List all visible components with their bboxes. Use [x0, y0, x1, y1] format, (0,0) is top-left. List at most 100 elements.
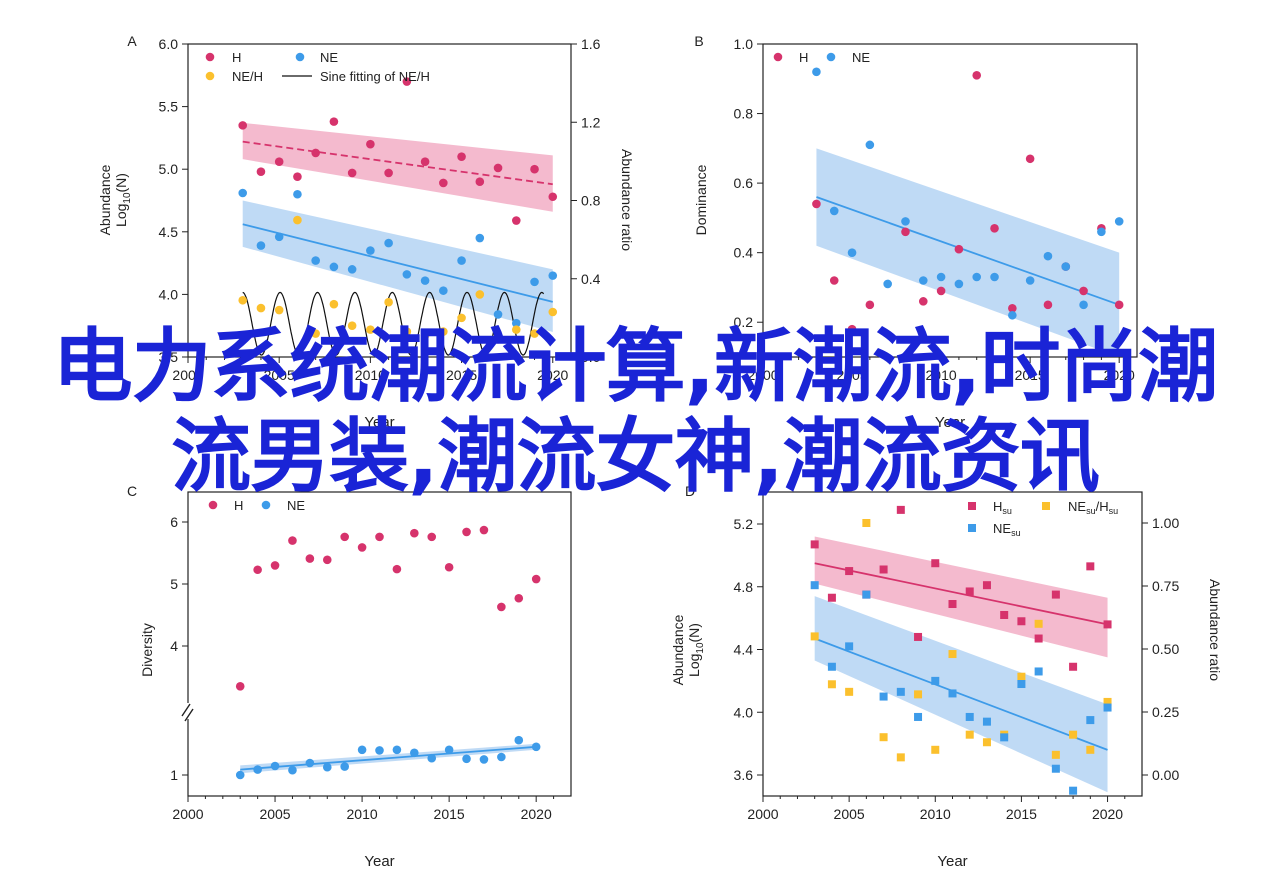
trend-line	[814, 637, 1108, 751]
data-point	[1079, 300, 1088, 310]
data-point	[347, 321, 357, 331]
x-tick-label: 2010	[920, 806, 951, 822]
data-point	[1043, 251, 1053, 261]
legend-marker-h	[968, 502, 976, 510]
panel-b: 2000 2005 2010 2015 2020 Year 0.2 0.4 0.6 0.8 1.0 D…	[693, 33, 1138, 431]
data-point	[1000, 610, 1009, 619]
legend-label-h: Hsu	[993, 499, 1012, 516]
data-point	[288, 536, 297, 545]
data-point	[1079, 286, 1088, 296]
y-tick-label: 3.6	[734, 767, 754, 783]
y2-tick-label: 0.50	[1152, 641, 1179, 657]
y-tick-label: 5.5	[159, 99, 179, 115]
data-point	[1051, 750, 1060, 759]
plot-frame	[762, 43, 1138, 358]
data-point	[918, 297, 928, 306]
legend-label-neh: NEsu/Hsu	[1068, 499, 1118, 516]
legend-marker-h	[205, 52, 215, 62]
data-point	[965, 730, 974, 739]
x-tick-label: 2005	[264, 367, 295, 383]
y-tick-label: 4.4	[734, 642, 754, 658]
x-tick-label: 2005	[834, 806, 865, 822]
x-axis-label: Year	[364, 853, 394, 870]
confidence-band	[816, 148, 1120, 357]
legend-label-ne: NE	[852, 50, 870, 65]
data-point	[845, 687, 854, 696]
x-tick-label: 2000	[172, 367, 203, 383]
data-point	[812, 199, 821, 209]
data-point	[347, 168, 357, 178]
y-tick-label: 4.0	[159, 286, 179, 302]
x-axis-label: Year	[935, 414, 965, 431]
data-point	[865, 300, 875, 310]
panel-label: C	[127, 483, 137, 499]
confidence-band	[242, 200, 553, 332]
data-point	[530, 164, 539, 174]
data-point	[497, 602, 506, 612]
x-axis-label: Year	[937, 853, 967, 870]
y2-tick-label: 0.4	[581, 271, 601, 287]
data-point	[493, 335, 503, 344]
data-point	[253, 765, 262, 774]
y-tick-label: 0.4	[734, 245, 754, 261]
data-point	[514, 593, 524, 603]
legend-marker-h	[208, 500, 218, 510]
legend-label-ne: NEsu	[993, 521, 1021, 538]
data-point	[293, 215, 302, 225]
x-tick-label: 2010	[355, 367, 386, 383]
y-tick-label: 5.0	[159, 161, 179, 177]
data-point	[329, 117, 339, 126]
data-point	[847, 248, 857, 257]
trend-line	[816, 196, 1120, 306]
data-point	[479, 525, 489, 535]
data-point	[548, 192, 558, 202]
data-point	[392, 564, 402, 574]
x-tick-label: 2015	[434, 806, 465, 822]
data-point	[1051, 764, 1060, 773]
legend-marker-ne	[826, 52, 836, 62]
y2-tick-label: 0.00	[1152, 767, 1179, 783]
data-point	[340, 762, 349, 771]
data-point	[879, 565, 888, 574]
data-point	[972, 272, 982, 282]
trend-line	[242, 140, 553, 186]
x-tick-label: 2020	[1092, 806, 1123, 822]
data-point	[238, 295, 248, 305]
data-point	[1114, 217, 1124, 226]
y2-tick-label: 1.00	[1152, 515, 1179, 531]
data-point	[457, 313, 466, 323]
y-tick-label: 0.2	[734, 314, 754, 330]
y-tick-label: 4	[170, 638, 178, 654]
data-point	[862, 590, 871, 599]
data-point	[375, 532, 384, 542]
data-point	[274, 157, 284, 166]
data-point	[305, 554, 315, 563]
y-tick-label: 3.5	[159, 349, 179, 365]
data-point	[914, 712, 923, 721]
data-point	[420, 276, 430, 285]
data-point	[439, 178, 448, 188]
data-point	[340, 532, 349, 542]
data-point	[1017, 672, 1026, 681]
x-tick-label: 2015	[1015, 367, 1046, 383]
data-point	[845, 567, 854, 576]
x-tick-label: 2015	[1006, 806, 1037, 822]
data-point	[420, 331, 430, 340]
data-point	[402, 77, 412, 86]
data-point	[896, 687, 905, 696]
data-point	[238, 121, 248, 130]
data-point	[493, 310, 503, 319]
data-point	[829, 206, 839, 216]
x-tick-label: 2015	[446, 367, 477, 383]
data-point	[420, 157, 430, 166]
data-point	[901, 217, 910, 226]
data-point	[235, 682, 245, 691]
y-tick-label: 4.0	[734, 704, 754, 720]
data-point	[402, 327, 412, 336]
data-point	[444, 562, 454, 572]
data-point	[914, 690, 923, 699]
data-point	[1103, 697, 1112, 706]
x-tick-label: 2005	[836, 367, 867, 383]
data-point	[548, 307, 558, 317]
